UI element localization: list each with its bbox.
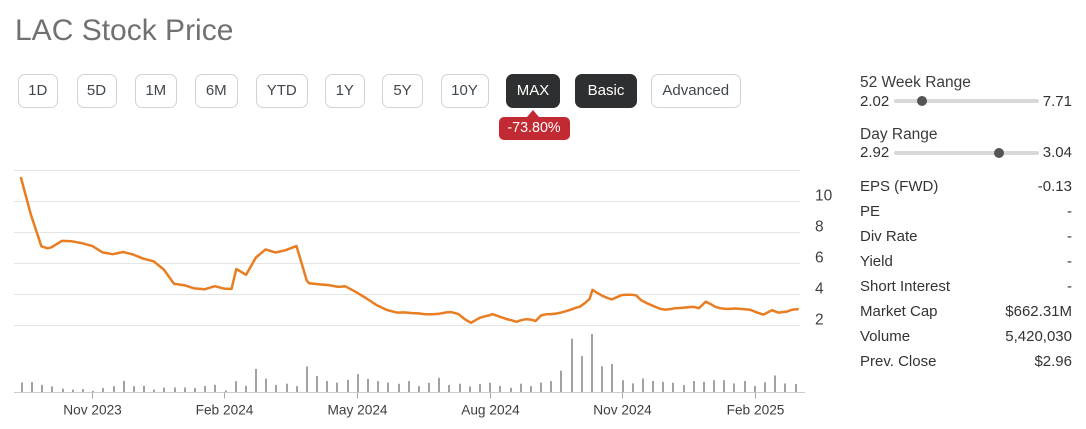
svg-text:6: 6 — [815, 250, 824, 267]
svg-text:8: 8 — [815, 219, 824, 236]
svg-text:Feb 2025: Feb 2025 — [727, 403, 785, 418]
svg-text:2: 2 — [815, 312, 824, 329]
svg-text:May 2024: May 2024 — [327, 403, 387, 418]
svg-text:Nov 2024: Nov 2024 — [593, 403, 652, 418]
svg-text:10: 10 — [815, 188, 833, 205]
svg-text:4: 4 — [815, 281, 824, 298]
svg-text:Nov 2023: Nov 2023 — [63, 403, 122, 418]
svg-text:Aug 2024: Aug 2024 — [461, 403, 520, 418]
svg-text:Feb 2024: Feb 2024 — [196, 403, 254, 418]
